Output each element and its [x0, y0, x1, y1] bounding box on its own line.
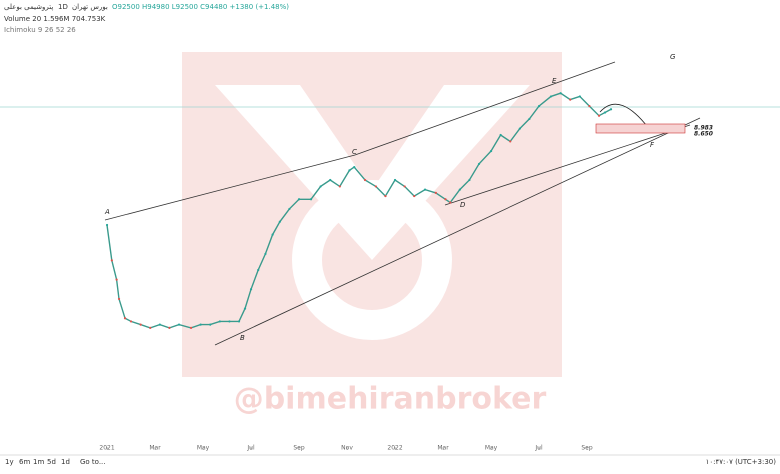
level-label: 8.650 [694, 131, 713, 138]
ohlc: O92500 H94980 L92500 C94480 +1380 (+1.48… [112, 3, 289, 11]
volume: Volume 20 1.596M 704.753K [4, 15, 106, 23]
price-point [189, 326, 193, 329]
price-point [597, 114, 601, 117]
range-button[interactable]: 1m [33, 458, 44, 466]
range-button[interactable]: 1d [61, 458, 70, 466]
price-point [578, 95, 581, 98]
price-point [110, 259, 113, 262]
wave-label: E [552, 77, 557, 85]
price-point [105, 223, 109, 227]
watermark-logo [182, 52, 562, 377]
price-point [444, 198, 447, 201]
price-point [413, 194, 416, 198]
price-point [199, 323, 202, 326]
watermark-text: @bimehiranbroker [234, 382, 547, 417]
price-point [403, 185, 406, 188]
x-tick-label: Jul [246, 445, 255, 452]
target-box [595, 123, 686, 134]
price-point [468, 178, 471, 182]
price-point [115, 278, 118, 281]
price-point [353, 166, 356, 169]
price-point [449, 201, 452, 204]
x-tick-label: Jul [534, 445, 543, 452]
price-point [609, 108, 613, 111]
price-point [249, 288, 253, 291]
indicator: Ichimoku 9 26 52 26 [4, 26, 76, 34]
price-point [158, 323, 161, 326]
price-point [423, 188, 427, 191]
price-point [559, 92, 562, 95]
x-tick-label: Mar [437, 445, 449, 452]
price-point [569, 98, 572, 101]
price-point [177, 323, 181, 326]
wave-label: F [650, 141, 655, 149]
wave-label: D [460, 201, 466, 209]
price-point [264, 252, 267, 256]
interval: 1D [58, 3, 68, 11]
price-point [348, 169, 351, 172]
price-line-series [106, 92, 612, 329]
price-point [228, 320, 231, 323]
price-point [588, 104, 591, 108]
price-point [374, 185, 377, 188]
price-point [489, 149, 493, 153]
x-tick-label: 2021 [99, 445, 114, 452]
level-label: 8.983 [694, 125, 713, 132]
range-button[interactable]: 5d [47, 458, 56, 466]
exchange: بورس تهران [72, 3, 108, 11]
price-point [477, 162, 481, 166]
wave-label: B [240, 334, 245, 342]
wave-label: C [352, 148, 357, 156]
price-point [509, 140, 512, 143]
wave-label: A [104, 208, 110, 216]
price-point [149, 326, 152, 329]
price-point [434, 191, 437, 194]
price-point [393, 178, 397, 182]
price-point [319, 185, 322, 188]
price-point [549, 95, 553, 98]
price-point [129, 320, 133, 323]
x-tick-label: 2022 [387, 445, 402, 452]
price-point [139, 323, 142, 326]
price-point [278, 220, 281, 223]
price-point [271, 233, 274, 236]
price-point [168, 326, 171, 329]
trend-lines [104, 61, 701, 346]
price-point [363, 178, 367, 182]
symbol: پتروشیمی بوعلی [4, 3, 53, 11]
x-tick-label: Mar [149, 445, 161, 452]
x-tick-label: May [197, 445, 210, 452]
price-point [518, 127, 521, 130]
wave-label: G [670, 53, 676, 61]
price-point [338, 185, 341, 188]
goto[interactable]: Go to... [80, 458, 106, 466]
range-button[interactable]: 6m [19, 458, 30, 466]
x-tick-label: Sep [293, 445, 305, 452]
price-point [243, 307, 247, 310]
price-point [209, 323, 212, 326]
price-point [499, 133, 502, 137]
clock: ۱۰:۴۷:۰۷ (UTC+3:30) [706, 458, 777, 466]
price-point [297, 198, 301, 201]
price-point [309, 198, 313, 201]
range-button[interactable]: 1y [5, 458, 14, 466]
price-point [237, 320, 241, 323]
price-point [458, 188, 461, 191]
price-point [257, 268, 260, 272]
x-tick-label: May [485, 445, 498, 452]
price-point [537, 104, 541, 108]
price-point [528, 117, 531, 121]
price-point [603, 111, 607, 114]
x-tick-label: Sep [581, 445, 593, 452]
price-point [288, 207, 291, 211]
price-point [117, 297, 121, 301]
price-point [123, 317, 127, 320]
x-tick-label: Nov [341, 445, 353, 452]
price-point [329, 178, 332, 182]
price-point [218, 320, 221, 323]
price-point [384, 194, 387, 198]
